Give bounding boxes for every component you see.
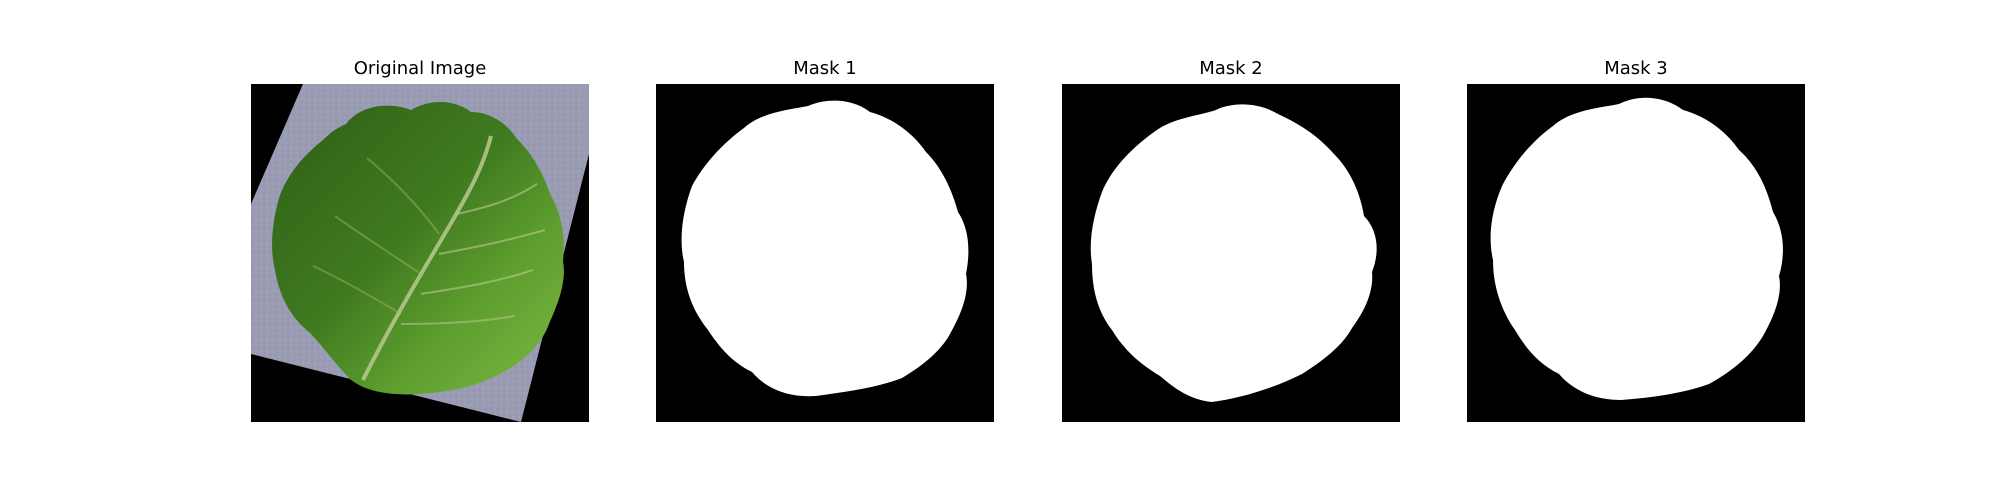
panel-mask-3: Mask 3 <box>1467 56 1805 426</box>
panel-mask-2: Mask 2 <box>1062 56 1400 426</box>
mask-foreground <box>1090 104 1377 402</box>
leaf-vein <box>456 183 538 215</box>
mask-foreground <box>681 100 969 397</box>
panel-title: Mask 1 <box>793 58 857 79</box>
leaf-vein <box>334 215 422 275</box>
leaf-shape <box>272 101 564 395</box>
panel-title: Mask 3 <box>1604 58 1668 79</box>
mask-3-image <box>1467 84 1805 422</box>
leaf-midrib <box>361 135 493 381</box>
leaf-vein <box>420 269 534 295</box>
mask-3 <box>1467 84 1805 422</box>
mask-2 <box>1062 84 1400 422</box>
leaf-vein <box>438 229 546 255</box>
original-image <box>251 84 589 422</box>
panel-title: Original Image <box>353 58 487 79</box>
panel-original-image: Original Image <box>251 56 589 426</box>
mask-1-image <box>656 84 994 422</box>
leaf-photo <box>251 84 589 422</box>
mask-foreground <box>1490 97 1783 400</box>
mask-2-image <box>1062 84 1400 422</box>
mask-1 <box>656 84 994 422</box>
leaf-vein <box>400 315 516 325</box>
leaf-vein <box>312 265 402 315</box>
leaf-vein <box>366 157 440 235</box>
panel-title: Mask 2 <box>1199 58 1263 79</box>
panel-mask-1: Mask 1 <box>656 56 994 426</box>
